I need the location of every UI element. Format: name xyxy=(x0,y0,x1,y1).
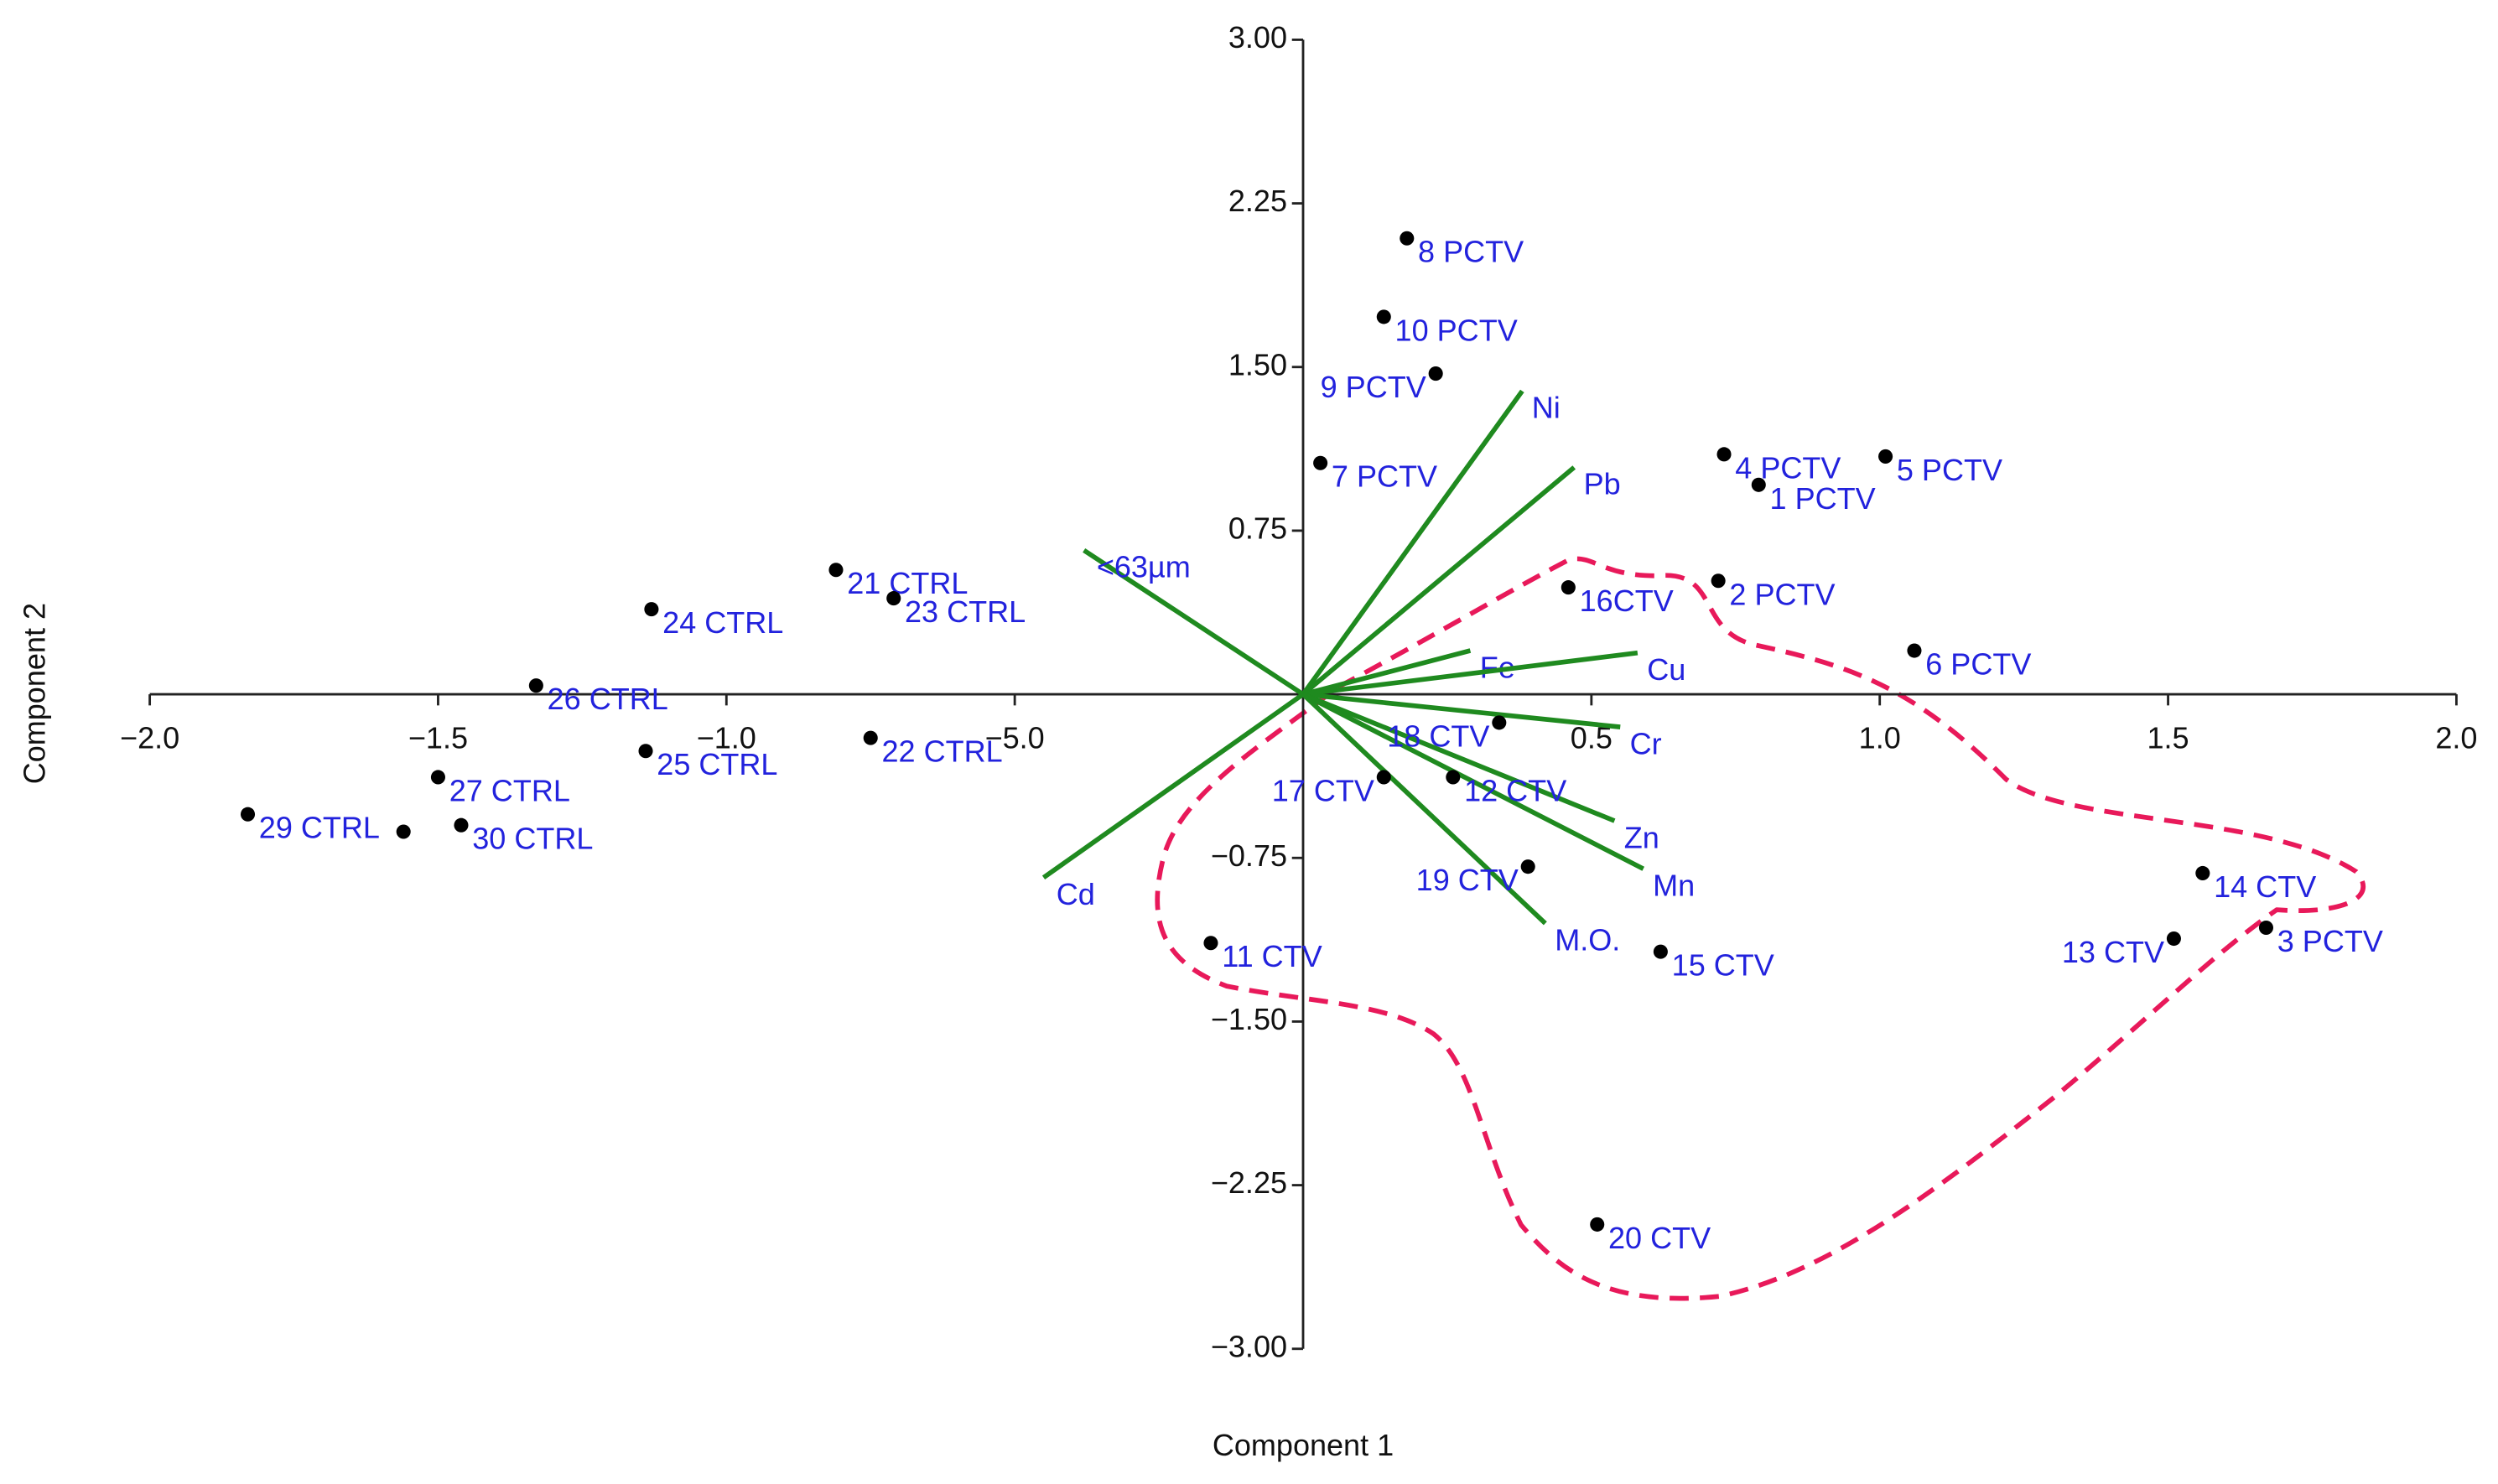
point-label: 6 PCTV xyxy=(1925,647,2031,682)
point xyxy=(1561,580,1576,595)
point xyxy=(2258,920,2273,936)
loading-vector xyxy=(1301,692,1616,823)
loading-vector xyxy=(1083,547,1305,697)
loading-label: Mn xyxy=(1653,869,1695,903)
point xyxy=(1400,231,1415,246)
point-label: 8 PCTV xyxy=(1418,235,1524,269)
point xyxy=(1313,455,1328,470)
point xyxy=(396,824,411,839)
loading-label: Cd xyxy=(1057,877,1095,911)
y-tick-label: −3.00 xyxy=(1211,1329,1287,1363)
point xyxy=(644,602,659,617)
group-outline xyxy=(1155,556,2366,1301)
point-label: 7 PCTV xyxy=(1332,459,1437,494)
y-tick-label: −0.75 xyxy=(1211,838,1287,873)
point xyxy=(1716,447,1732,462)
x-tick-label: −5.0 xyxy=(985,721,1045,755)
point-label: 19 CTV xyxy=(1416,863,1519,897)
point xyxy=(1711,573,1726,589)
point-label: 30 CTRL xyxy=(472,822,593,856)
point-label: 15 CTV xyxy=(1672,948,1774,983)
loading-label: M.O. xyxy=(1555,923,1620,957)
loading-vector xyxy=(1301,389,1524,696)
point-label: 14 CTV xyxy=(2214,869,2316,904)
point-label: 22 CTRL xyxy=(882,734,1003,769)
point-label: 11 CTV xyxy=(1222,939,1322,973)
point-label: 16CTV xyxy=(1580,584,1674,618)
point xyxy=(886,591,901,606)
x-tick-label: 1.5 xyxy=(2147,721,2189,755)
y-tick-label: 3.00 xyxy=(1228,20,1287,54)
point xyxy=(1428,366,1443,381)
point-label: 5 PCTV xyxy=(1897,453,2002,487)
y-tick-label: −2.25 xyxy=(1211,1165,1287,1200)
point-label: 26 CTRL xyxy=(548,682,668,716)
y-tick-label: −1.50 xyxy=(1211,1002,1287,1036)
point-label: 12 CTV xyxy=(1464,773,1566,807)
point xyxy=(430,770,445,785)
point xyxy=(1203,936,1218,951)
point xyxy=(240,807,256,822)
point xyxy=(1492,715,1507,730)
point xyxy=(863,730,878,745)
point-label: 21 CTRL xyxy=(847,566,968,600)
loading-label: Pb xyxy=(1584,467,1621,501)
loading-vector xyxy=(1302,692,1621,729)
loading-label: Cu xyxy=(1647,652,1685,687)
point xyxy=(1590,1217,1605,1232)
point-label: 3 PCTV xyxy=(2277,924,2383,958)
x-tick-label: −2.0 xyxy=(120,721,179,755)
point xyxy=(638,744,653,759)
y-tick-label: 0.75 xyxy=(1228,511,1287,545)
point xyxy=(1376,770,1391,785)
point-label: 23 CTRL xyxy=(905,594,1026,629)
point xyxy=(454,817,469,833)
point-label: 9 PCTV xyxy=(1321,370,1426,404)
loading-vector xyxy=(1041,692,1305,880)
point-label: 29 CTRL xyxy=(259,811,380,845)
loading-label: Cr xyxy=(1630,726,1662,760)
point xyxy=(1520,859,1535,874)
point xyxy=(1376,309,1391,324)
point-label: 27 CTRL xyxy=(449,773,570,807)
x-tick-label: 2.0 xyxy=(2435,721,2477,755)
point xyxy=(1653,944,1668,959)
point-label: 13 CTV xyxy=(2062,935,2164,969)
point xyxy=(1878,449,1893,464)
loading-vector xyxy=(1301,693,1547,926)
loading-label: <63µm xyxy=(1097,550,1191,584)
point-label: 25 CTRL xyxy=(657,747,777,781)
point-label: 18 CTV xyxy=(1387,719,1489,753)
loading-vector xyxy=(1301,692,1645,871)
point-label: 20 CTV xyxy=(1608,1221,1711,1255)
x-tick-label: −1.0 xyxy=(697,721,756,755)
loading-label: Zn xyxy=(1624,820,1659,854)
loading-label: Ni xyxy=(1532,391,1561,425)
point xyxy=(1751,477,1766,492)
point-label: 4 PCTV xyxy=(1735,450,1841,485)
x-tick-label: −1.5 xyxy=(408,721,468,755)
y-axis-label: Component 2 xyxy=(17,603,51,784)
point xyxy=(528,678,543,693)
point-label: 1 PCTV xyxy=(1770,481,1876,516)
point-label: 17 CTV xyxy=(1272,773,1374,807)
point xyxy=(1907,643,1922,658)
point xyxy=(2166,931,2181,947)
y-tick-label: 2.25 xyxy=(1228,184,1287,218)
point-label: 2 PCTV xyxy=(1729,577,1835,611)
x-tick-label: 1.0 xyxy=(1859,721,1901,755)
loading-vector xyxy=(1302,648,1472,697)
loading-vector xyxy=(1301,465,1576,697)
loading-vector xyxy=(1302,650,1639,697)
point xyxy=(828,563,844,578)
y-tick-label: 1.50 xyxy=(1228,347,1287,381)
point-label: 10 PCTV xyxy=(1395,313,1518,347)
point-label: 24 CTRL xyxy=(662,605,783,640)
point xyxy=(1446,770,1461,785)
point xyxy=(2195,865,2210,881)
x-axis-label: Component 1 xyxy=(1213,1428,1394,1462)
